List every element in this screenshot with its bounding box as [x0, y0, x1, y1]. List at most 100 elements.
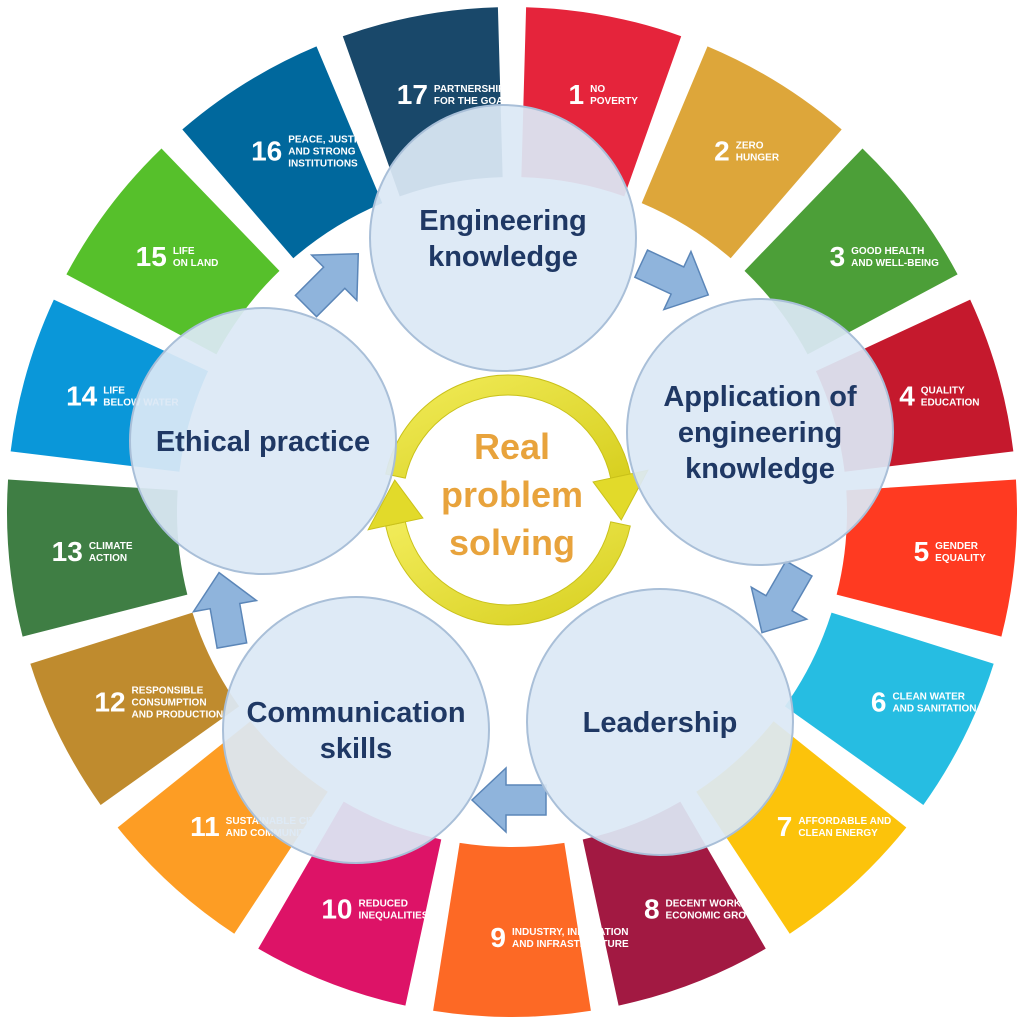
- sdg-number: 10: [321, 893, 352, 924]
- sdg-tile-bg: [182, 46, 383, 259]
- sdg-tile-bg: [433, 842, 591, 1017]
- sdg-tile-bg: [744, 148, 958, 355]
- flow-arrow: [750, 560, 814, 634]
- sdg-label: RESPONSIBLE: [132, 685, 204, 696]
- center-label-line: solving: [449, 522, 575, 563]
- sdg-label: AND STRONG: [288, 147, 355, 158]
- sdg-label: AND PRODUCTION: [132, 709, 224, 720]
- sdg-label: FOR THE GOALS: [434, 96, 517, 107]
- node-label: knowledge: [685, 453, 835, 485]
- sdg-label: GENDER: [935, 541, 979, 552]
- node-circle: [626, 298, 894, 566]
- sdg-label: POVERTY: [590, 96, 638, 107]
- sdg-number: 8: [644, 893, 660, 924]
- sdg-number: 3: [830, 241, 846, 272]
- sdg-label: ACTION: [89, 553, 127, 564]
- node-label: Leadership: [583, 707, 738, 739]
- node-circle: [222, 596, 490, 864]
- sdg-tile-bg: [6, 479, 188, 637]
- sdg-label: INDUSTRY, INNOVATION: [512, 927, 628, 938]
- sdg-label: QUALITY: [921, 386, 965, 397]
- node-label: Application of: [663, 381, 857, 413]
- node-label: engineering: [678, 417, 842, 449]
- sdg-tile-bg: [582, 801, 766, 1006]
- sdg-tile-bg: [30, 612, 240, 805]
- flow-arrow: [191, 571, 259, 649]
- center-label-line: problem: [441, 474, 583, 515]
- sdg-number: 15: [136, 241, 167, 272]
- node-leadership: Leadership: [526, 588, 794, 856]
- sdg-label: AFFORDABLE AND: [798, 816, 891, 827]
- sdg-label: HUNGER: [736, 153, 780, 164]
- sdg-label: EQUALITY: [935, 553, 986, 564]
- sdg-label: ZERO: [736, 141, 764, 152]
- node-label: Ethical practice: [156, 426, 370, 458]
- sdg-label: GOOD HEALTH: [851, 246, 924, 257]
- sdg-label: INEQUALITIES: [358, 910, 428, 921]
- sdg-number: 14: [66, 381, 98, 412]
- sdg-label: LIFE: [103, 386, 125, 397]
- sdg-label: AND WELL-BEING: [851, 258, 939, 269]
- node-label: Communication: [246, 697, 465, 729]
- sdg-label: REDUCED: [358, 898, 407, 909]
- sdg-label: AND SANITATION: [892, 703, 976, 714]
- sdg-number: 2: [714, 136, 730, 167]
- cycle-head-right: [592, 469, 649, 521]
- node-circle: [129, 307, 397, 575]
- node-label: knowledge: [428, 241, 578, 273]
- flow-arrows: [191, 249, 814, 834]
- sdg-tile-bg: [836, 479, 1017, 637]
- sdg-number: 17: [397, 79, 428, 110]
- sdg-number: 16: [251, 136, 282, 167]
- node-application: Application of engineering knowledge: [626, 298, 894, 566]
- sdg-tile-bg: [641, 46, 842, 259]
- node-circle: [369, 104, 637, 372]
- cycle-arrows: [367, 374, 649, 626]
- sdg-label: PARTNERSHIPS: [434, 84, 512, 95]
- sdg-label: CLEAN ENERGY: [798, 828, 878, 839]
- sdg-label: INSTITUTIONS: [288, 159, 358, 170]
- center-label-line: Real: [474, 426, 550, 467]
- flow-arrow: [633, 249, 710, 311]
- sdg-label: PEACE, JUSTICE: [288, 135, 371, 146]
- skill-nodes: Engineering knowledge Application of engine…: [129, 104, 894, 864]
- node-circle: [526, 588, 794, 856]
- sdg-number: 6: [871, 686, 887, 717]
- sdg-number: 11: [190, 811, 220, 842]
- sdg-number: 1: [569, 79, 585, 110]
- sdg-label: AND INFRASTRUCTURE: [512, 939, 629, 950]
- sdg-label: ON LAND: [173, 258, 219, 269]
- sdg-label: CLIMATE: [89, 541, 133, 552]
- node-engineering-knowledge: Engineering knowledge: [369, 104, 637, 372]
- sdg-tile-bg: [784, 612, 994, 805]
- sdg-label: EDUCATION: [921, 398, 980, 409]
- sdg-label: LIFE: [173, 246, 195, 257]
- sdg-number: 12: [94, 686, 125, 717]
- center-label: Real problem solving: [441, 426, 583, 563]
- sdg-number: 7: [777, 811, 793, 842]
- flow-arrow: [470, 766, 547, 834]
- sdg-label: ECONOMIC GROWTH: [666, 910, 769, 921]
- cycle-head-left: [367, 479, 424, 531]
- node-ethical-practice: Ethical practice: [129, 307, 397, 575]
- sdg-number: 9: [490, 922, 506, 953]
- sdg-number: 13: [52, 536, 83, 567]
- sdg-tile-bg: [66, 148, 280, 355]
- node-communication: Communication skills: [222, 596, 490, 864]
- sdg-label: NO: [590, 84, 605, 95]
- sdg-label: CONSUMPTION: [132, 697, 207, 708]
- node-label: skills: [320, 733, 393, 765]
- flow-arrow: [294, 252, 360, 318]
